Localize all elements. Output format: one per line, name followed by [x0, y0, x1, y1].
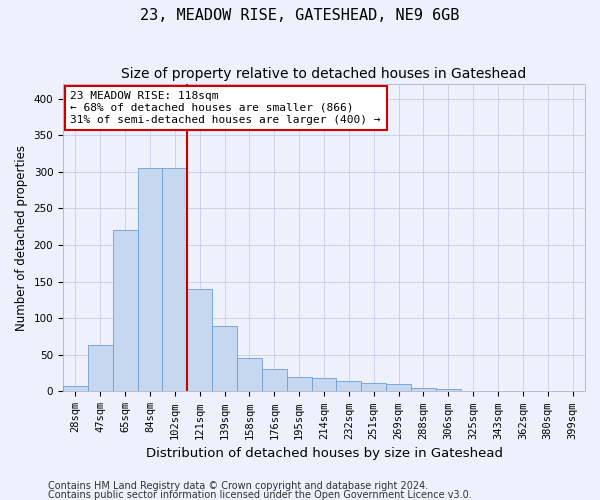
Bar	[137, 168, 163, 392]
Bar	[88, 346, 113, 392]
Text: Contains HM Land Registry data © Crown copyright and database right 2024.: Contains HM Land Registry data © Crown c…	[48, 481, 428, 491]
Bar	[63, 386, 88, 392]
Text: 23 MEADOW RISE: 118sqm
← 68% of detached houses are smaller (866)
31% of semi-de: 23 MEADOW RISE: 118sqm ← 68% of detached…	[70, 92, 381, 124]
Text: 23, MEADOW RISE, GATESHEAD, NE9 6GB: 23, MEADOW RISE, GATESHEAD, NE9 6GB	[140, 8, 460, 22]
Bar	[436, 389, 461, 392]
Bar	[163, 168, 187, 392]
Bar	[386, 384, 411, 392]
Bar	[361, 384, 386, 392]
Bar	[237, 358, 262, 392]
X-axis label: Distribution of detached houses by size in Gateshead: Distribution of detached houses by size …	[146, 447, 503, 460]
Bar	[113, 230, 137, 392]
Bar	[311, 378, 337, 392]
Bar	[212, 326, 237, 392]
Text: Contains public sector information licensed under the Open Government Licence v3: Contains public sector information licen…	[48, 490, 472, 500]
Bar	[262, 370, 287, 392]
Bar	[287, 377, 311, 392]
Title: Size of property relative to detached houses in Gateshead: Size of property relative to detached ho…	[121, 68, 527, 82]
Y-axis label: Number of detached properties: Number of detached properties	[15, 145, 28, 331]
Bar	[187, 289, 212, 392]
Bar	[411, 388, 436, 392]
Bar	[337, 381, 361, 392]
